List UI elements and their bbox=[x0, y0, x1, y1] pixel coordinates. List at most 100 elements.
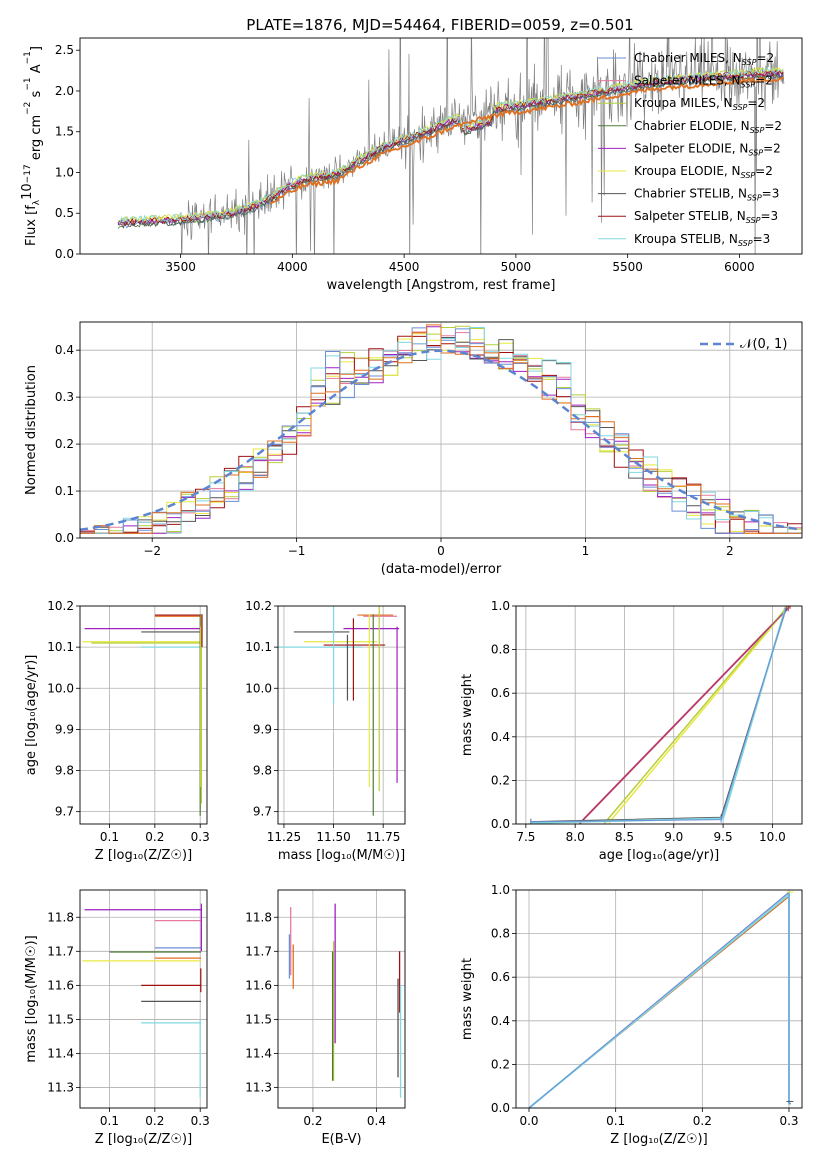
legend-label-suffix: =3 bbox=[753, 232, 771, 246]
y-axis-label-part: −1 bbox=[23, 77, 33, 90]
x-tick-label: 11.50 bbox=[316, 830, 350, 844]
axes-mass_vs_ebv: 0.2 0.4 11.3 11.4 11.5 11.6 11.7 11.8 E(B-V) bbox=[245, 889, 406, 1147]
x-tick-label: 0.1 bbox=[606, 1114, 625, 1128]
y-tick-label: 11.4 bbox=[47, 1047, 74, 1061]
normal-distribution-curve bbox=[80, 349, 802, 532]
axes-frame bbox=[79, 889, 208, 1109]
y-tick-label: 9.8 bbox=[253, 764, 272, 778]
y-tick-label: 11.6 bbox=[245, 978, 272, 992]
legend: Chabrier MILES, NSSP=2 Salpeter MILES, N S… bbox=[598, 51, 782, 248]
y-tick-label: 0.4 bbox=[491, 1014, 510, 1028]
plot-area bbox=[80, 322, 802, 538]
x-tick-label: 6000 bbox=[724, 260, 755, 274]
x-tick-label: 0.1 bbox=[100, 830, 119, 844]
y-tick-label: 11.4 bbox=[245, 1047, 272, 1061]
y-axis-label-part: λ bbox=[32, 199, 42, 205]
legend-label-suffix: =3 bbox=[762, 187, 780, 201]
x-tick-label: 1 bbox=[582, 544, 590, 558]
plot-area bbox=[80, 606, 207, 824]
y-tick-label: 0.4 bbox=[491, 730, 510, 744]
x-tick-label: 0.2 bbox=[303, 1114, 322, 1128]
legend-label-suffix: =2 bbox=[747, 96, 765, 110]
y-axis-label-part: A bbox=[29, 64, 44, 77]
legend-label-sub: SSP bbox=[746, 216, 761, 225]
legend-label-suffix: =2 bbox=[755, 74, 773, 88]
y-tick-label: 0.2 bbox=[55, 437, 74, 451]
model-spectrum-salpeter_stelib bbox=[117, 69, 784, 227]
legend-label: 𝒩(0, 1) bbox=[740, 337, 787, 352]
x-tick-label: 7.5 bbox=[516, 830, 535, 844]
y-axis-label-part: s bbox=[29, 90, 44, 101]
mass-weight-line-kroupa_miles bbox=[604, 609, 785, 824]
legend-label-text: Salpeter MILES, N bbox=[634, 74, 741, 88]
x-axis-label: mass [log₁₀(M/M☉)] bbox=[278, 848, 405, 863]
x-tick-label: 5500 bbox=[612, 260, 643, 274]
axes-frame bbox=[515, 605, 803, 825]
legend-label: Kroupa ELODIE, NSSP=2 bbox=[634, 164, 773, 180]
axes-frame bbox=[277, 889, 406, 1109]
plot-area bbox=[80, 890, 207, 1108]
x-tick-label: 0.2 bbox=[145, 1114, 164, 1128]
legend-label-text: Kroupa MILES, N bbox=[634, 96, 733, 110]
x-tick-label: 0.3 bbox=[779, 1114, 798, 1128]
legend-label-suffix: =2 bbox=[764, 119, 782, 133]
y-axis-label: age [log₁₀(age/yr)] bbox=[24, 655, 39, 776]
legend-label-sub: SSP bbox=[741, 171, 756, 180]
y-tick-label: 0.4 bbox=[55, 343, 74, 357]
x-axis-label: Z [log₁₀(Z/Z☉)] bbox=[95, 848, 192, 863]
legend-label: Chabrier MILES, NSSP=2 bbox=[634, 51, 774, 67]
x-tick-label: −2 bbox=[143, 544, 161, 558]
axes-mass_vs_Z: 0.1 0.2 0.3 11.3 11.4 11.5 11.6 11.7 11.8 Z [log₁… bbox=[24, 889, 210, 1147]
legend-label-text: Kroupa ELODIE, N bbox=[634, 164, 741, 178]
y-tick-label: 1.5 bbox=[55, 125, 74, 139]
legend-label-suffix: =2 bbox=[755, 164, 773, 178]
x-tick-label: 9.0 bbox=[664, 830, 683, 844]
y-tick-label: 0.3 bbox=[55, 390, 74, 404]
x-tick-label: −1 bbox=[288, 544, 306, 558]
y-tick-label: 0.6 bbox=[491, 686, 510, 700]
legend-label-suffix: =2 bbox=[763, 141, 781, 155]
y-tick-label: 0.8 bbox=[491, 643, 510, 657]
y-tick-label: 9.9 bbox=[55, 722, 74, 736]
y-tick-label: 1.0 bbox=[55, 165, 74, 179]
plot-area bbox=[278, 606, 405, 824]
mass-weight-line-kroupa_elodie bbox=[609, 607, 788, 823]
y-tick-label: 0.0 bbox=[491, 1101, 510, 1115]
x-axis-label: age [log₁₀(age/yr)] bbox=[599, 848, 720, 863]
mass-weight-line-chabrier_miles bbox=[530, 610, 786, 823]
axes-frame bbox=[79, 321, 803, 539]
x-tick-label: 0.1 bbox=[100, 1114, 119, 1128]
observed-spectrum bbox=[117, 38, 785, 254]
axes-residuals: −2 −1 0 1 2 0.0 0.1 0.2 0.3 0.4 (data-model)/error… bbox=[24, 321, 803, 577]
y-axis-label-part: 10 bbox=[20, 183, 35, 200]
y-tick-label: 11.7 bbox=[47, 944, 74, 958]
y-tick-label: 2.0 bbox=[55, 84, 74, 98]
x-tick-label: 0.2 bbox=[693, 1114, 712, 1128]
x-axis-label: (data-model)/error bbox=[381, 562, 502, 577]
y-axis-label-part: −2 bbox=[23, 102, 33, 115]
axes-frame bbox=[515, 889, 803, 1109]
legend-label-sub: SSP bbox=[747, 194, 762, 203]
y-tick-label: 0.6 bbox=[491, 970, 510, 984]
y-tick-label: 11.3 bbox=[245, 1081, 272, 1095]
x-tick-label: 4500 bbox=[389, 260, 420, 274]
mass-weight-line-salpeter_elodie bbox=[579, 607, 789, 824]
x-tick-label: 3500 bbox=[165, 260, 196, 274]
legend-label-sub: SSP bbox=[750, 126, 765, 135]
x-tick-label: 11.75 bbox=[366, 830, 400, 844]
mass-weight-line-kroupa_stelib bbox=[530, 612, 786, 824]
y-tick-label: 0.0 bbox=[55, 531, 74, 545]
y-tick-label: 11.8 bbox=[47, 910, 74, 924]
axes-frame bbox=[277, 605, 406, 825]
y-axis-label: mass weight bbox=[460, 674, 475, 756]
y-tick-label: 1.0 bbox=[491, 599, 510, 613]
y-axis-label-part: −17 bbox=[23, 164, 33, 183]
y-tick-label: 11.7 bbox=[245, 944, 272, 958]
mass-weight-line-chabrier_miles bbox=[528, 891, 791, 1108]
residual-histogram-kroupa_stelib bbox=[80, 327, 802, 534]
y-tick-label: 10.1 bbox=[47, 640, 74, 654]
x-tick-label: 0.4 bbox=[367, 1114, 386, 1128]
axes-frame bbox=[79, 605, 208, 825]
legend-label-text: Salpeter ELODIE, N bbox=[634, 141, 748, 155]
model-spectrum-best bbox=[269, 75, 784, 205]
